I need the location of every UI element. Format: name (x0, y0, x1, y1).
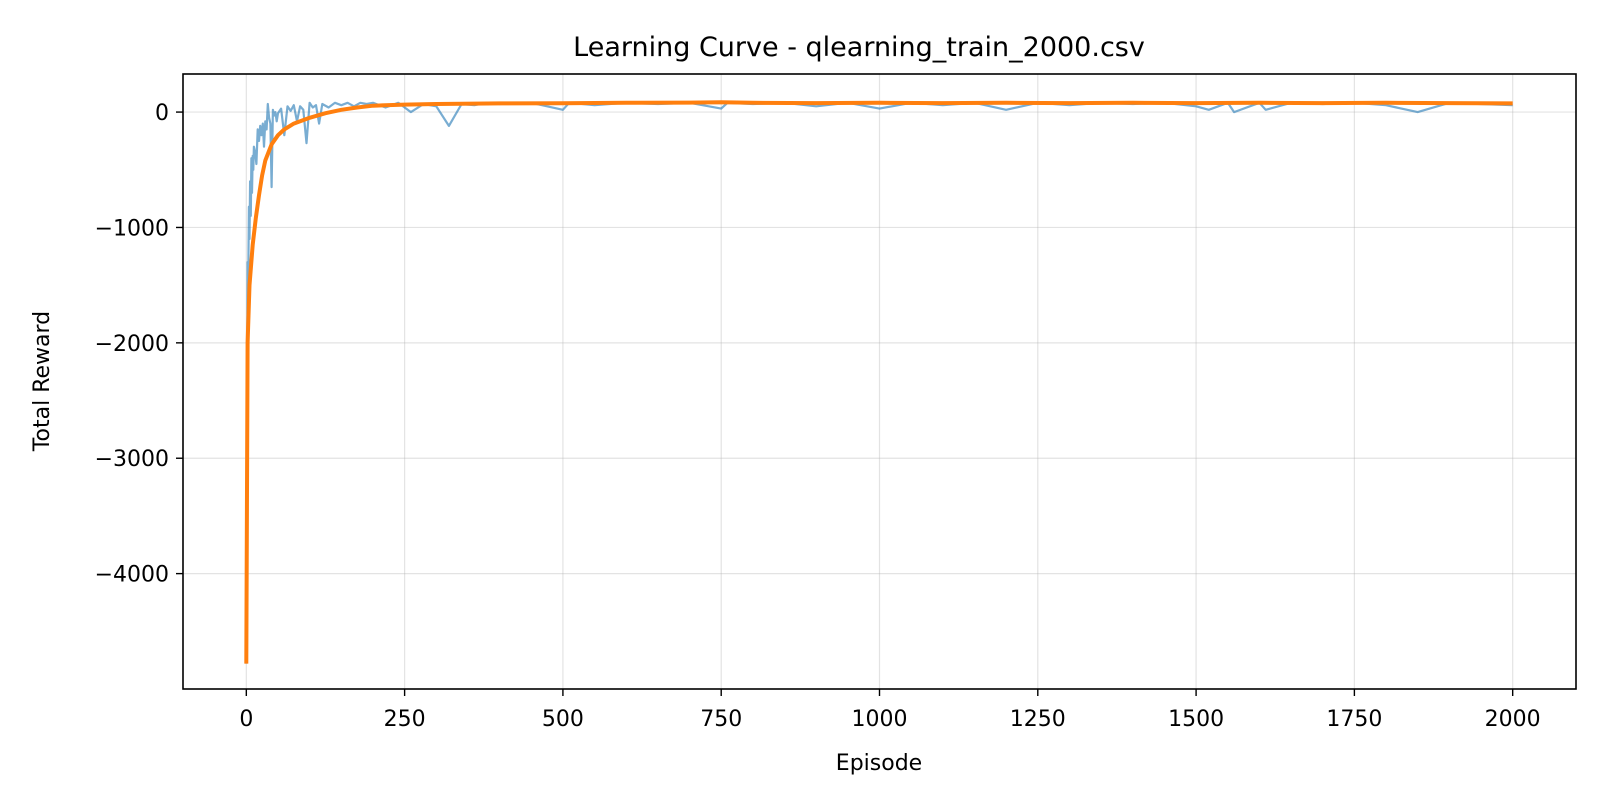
x-axis-label: Episode (836, 751, 922, 776)
y-tick-label: −1000 (95, 216, 169, 241)
series-layer (244, 100, 1513, 664)
smoothed-reward-line (244, 100, 1513, 664)
x-tick-label: 0 (239, 707, 253, 732)
y-tick-label: −4000 (95, 563, 169, 588)
x-tick-label: 2000 (1485, 707, 1541, 732)
x-tick-label: 1000 (852, 707, 908, 732)
x-tick-label: 750 (700, 707, 742, 732)
x-tick-label: 1500 (1168, 707, 1224, 732)
x-tick-label: 1750 (1326, 707, 1382, 732)
y-tick-label: −2000 (95, 332, 169, 357)
x-tick-label: 500 (542, 707, 584, 732)
y-tick-label: −3000 (95, 447, 169, 472)
x-tick-label: 1250 (1010, 707, 1066, 732)
chart-title: Learning Curve - qlearning_train_2000.cs… (573, 32, 1145, 63)
x-tick-label: 250 (384, 707, 426, 732)
y-axis-label: Total Reward (30, 311, 55, 452)
grid-layer (183, 74, 1576, 689)
y-tick-label: 0 (155, 101, 169, 126)
tick-layer: 0 250 500 750 1000 1250 1500 1750 2000 −4000 −3000… (95, 101, 1541, 732)
